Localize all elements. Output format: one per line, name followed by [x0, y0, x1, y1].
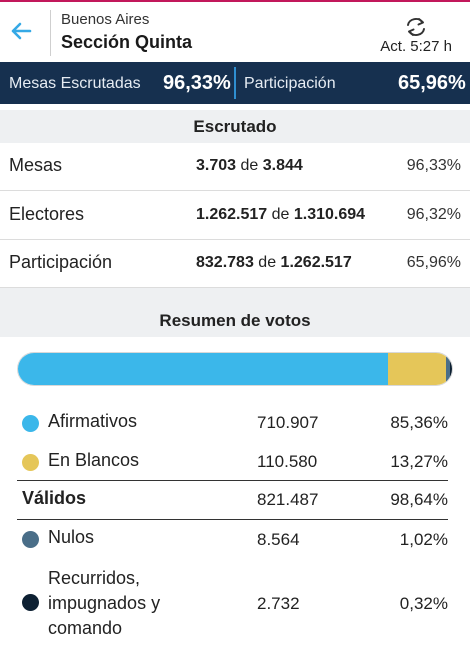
scrut-total: 1.310.694	[293, 206, 366, 223]
resumen-title: Resumen de votos	[0, 304, 470, 337]
vote-name-multiline: Recurridos, impugnados y comando	[48, 566, 160, 641]
scrut-of: de	[271, 206, 290, 223]
vote-count: 821.487	[257, 490, 319, 509]
legend-dot-nulos	[22, 531, 39, 548]
scrut-label: Electores	[9, 204, 85, 224]
scrut-of: de	[240, 157, 259, 174]
vote-name-line: impugnados y	[48, 593, 161, 613]
scrut-percent: 96,33%	[406, 157, 461, 174]
bar-segment-blancos	[388, 353, 447, 385]
legend-dot-recurridos	[22, 594, 39, 611]
vote-count: 110.580	[257, 452, 318, 471]
scrut-value: 3.703	[196, 157, 237, 174]
vote-count: 2.732	[257, 594, 300, 613]
summary-divider	[234, 67, 236, 99]
scrut-percent: 96,32%	[406, 206, 461, 223]
vote-percent: 85,36%	[390, 413, 448, 432]
last-updated: Act. 5:27 h	[380, 38, 452, 55]
vote-name: Afirmativos	[48, 411, 138, 431]
scrut-row-electores: Electores 1.262.517 de 1.310.694 96,32%	[0, 192, 470, 240]
vote-name: Nulos	[48, 527, 95, 547]
header-divider	[50, 10, 51, 56]
mesas-escrutadas-value: 96,33%	[163, 72, 231, 94]
validos-top-rule	[17, 480, 448, 481]
vote-count: 710.907	[257, 413, 319, 432]
legend-dot-blancos	[22, 454, 39, 471]
bar-segment-nulos	[446, 353, 451, 385]
scrut-counts: 832.783 de 1.262.517	[196, 254, 352, 272]
vote-percent: 1,02%	[399, 530, 448, 549]
province-name: Buenos Aires	[61, 11, 150, 28]
vote-name: En Blancos	[48, 450, 140, 470]
vote-name-line: comando	[48, 618, 123, 638]
scrut-row-mesas: Mesas 3.703 de 3.844 96,33%	[0, 143, 470, 191]
summary-bar: Mesas Escrutadas 96,33% Participación 65…	[0, 62, 470, 104]
escrutado-title: Escrutado	[0, 110, 470, 143]
refresh-icon	[407, 18, 425, 36]
scrut-percent: 65,96%	[406, 254, 461, 271]
top-accent-line	[0, 0, 470, 2]
scrut-counts: 1.262.517 de 1.310.694	[196, 206, 365, 224]
scrut-label: Mesas	[9, 155, 63, 175]
vote-name: Válidos	[22, 488, 87, 508]
bar-segment-afirmativos	[18, 353, 389, 385]
vote-percent: 98,64%	[390, 490, 448, 509]
scrut-value: 832.783	[196, 254, 254, 271]
validos-bottom-rule	[17, 519, 448, 520]
refresh-button[interactable]	[402, 14, 430, 40]
participacion-value: 65,96%	[398, 72, 466, 94]
section-gap	[0, 288, 470, 306]
scrut-total: 1.262.517	[280, 254, 352, 271]
arrow-left-icon	[11, 22, 32, 40]
scrut-value: 1.262.517	[196, 206, 268, 223]
mesas-escrutadas-label: Mesas Escrutadas	[9, 75, 141, 92]
scrut-counts: 3.703 de 3.844	[196, 157, 303, 175]
vote-count: 8.564	[257, 530, 300, 549]
scrut-label: Participación	[9, 252, 113, 272]
vote-percent: 0,32%	[399, 594, 448, 613]
scrut-of: de	[258, 254, 277, 271]
app-header: Buenos Aires Sección Quinta Act. 5:27 h	[0, 2, 470, 62]
scrut-row-participacion: Participación 832.783 de 1.262.517 65,96…	[0, 240, 470, 288]
scrut-total: 3.844	[262, 157, 303, 174]
vote-name-line: Recurridos,	[48, 568, 141, 588]
votes-stacked-bar	[17, 352, 453, 386]
legend-dot-afirmativos	[22, 415, 39, 432]
back-button[interactable]	[6, 16, 36, 46]
section-title: Sección Quinta	[61, 32, 193, 52]
vote-percent: 13,27%	[390, 452, 448, 471]
participacion-label: Participación	[244, 75, 336, 92]
bar-segment-recurridos	[450, 353, 452, 385]
